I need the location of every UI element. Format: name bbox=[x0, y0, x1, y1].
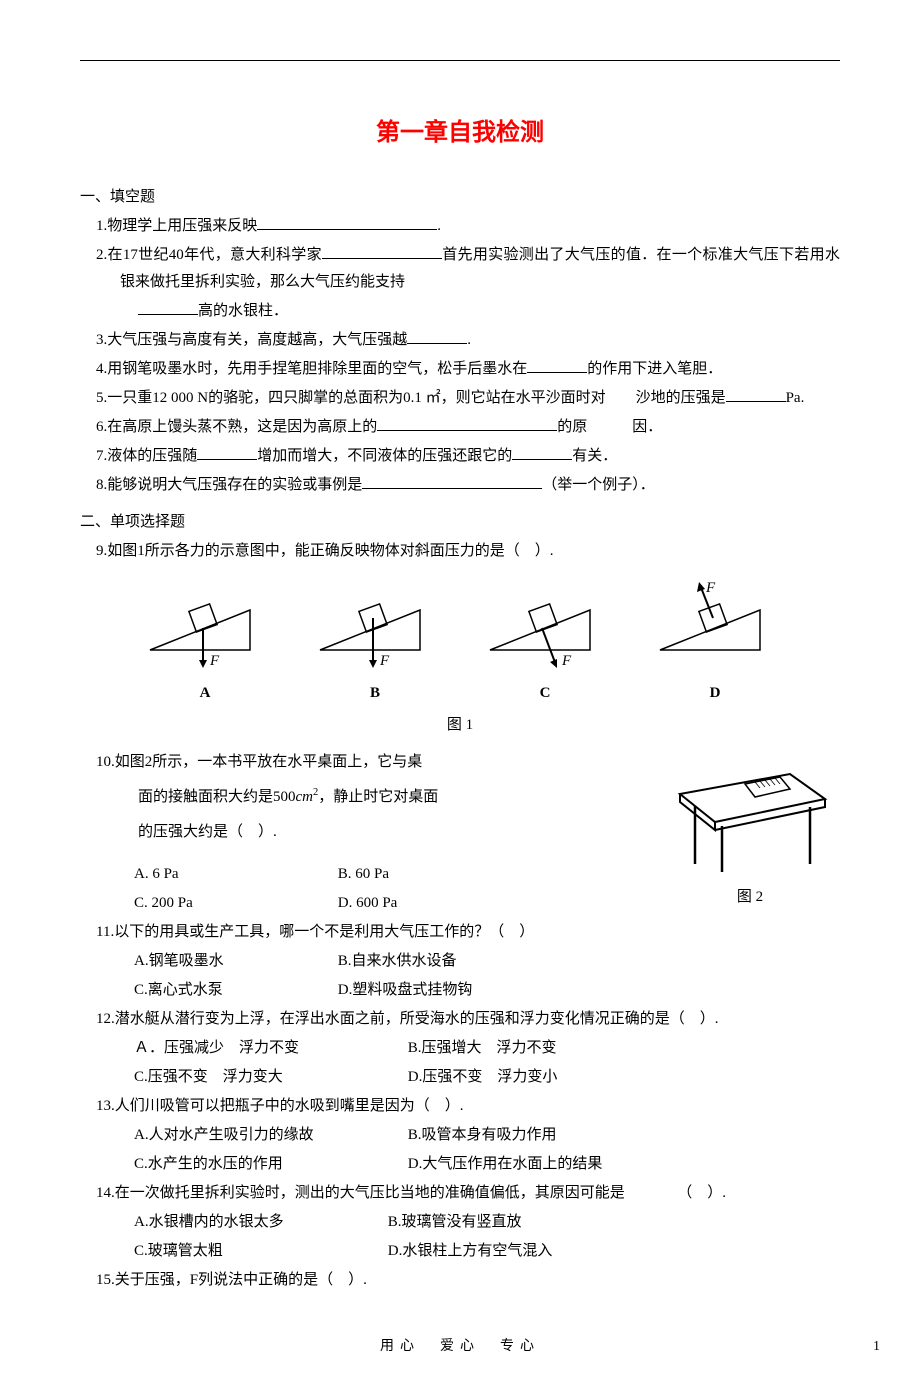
question-11: 11.以下的用具或生产工具，哪一个不是利用大气压工作的？（ ） bbox=[80, 919, 840, 946]
question-2-cont: 高的水银柱． bbox=[80, 298, 840, 325]
q13-opt-b: B.吸管本身有吸力作用 bbox=[408, 1122, 557, 1149]
figure-1-row: F A F B F C F D bbox=[120, 580, 800, 707]
fig1-a-label: A bbox=[140, 680, 270, 707]
fig1-a: F A bbox=[140, 580, 270, 707]
question-6: 6.在高原上馒头蒸不熟，这是因为高原上的 的原 因． bbox=[80, 414, 840, 441]
section-1-header: 一、填空题 bbox=[80, 184, 840, 211]
fig1-b: F B bbox=[310, 580, 440, 707]
q6-b: 的原 因． bbox=[557, 419, 662, 435]
svg-text:F: F bbox=[209, 653, 220, 669]
q7-b: 增加而增大，不同液体的压强还跟它的 bbox=[257, 448, 512, 464]
fig1-c: F C bbox=[480, 580, 610, 707]
q11-options-row2: C.离心式水泵 D.塑料吸盘式挂物钩 bbox=[80, 977, 840, 1004]
fig2-caption: 图 2 bbox=[660, 884, 840, 911]
q10-opt-c: C. 200 Pa bbox=[134, 890, 284, 917]
fig1-caption: 图 1 bbox=[80, 712, 840, 739]
q1-blank bbox=[257, 215, 437, 230]
q12-opt-d: D.压强不变 浮力变小 bbox=[408, 1064, 558, 1091]
question-10-wrapper: 图 2 10.如图2所示，一本书平放在水平桌面上，它与桌 面的接触面积大约是50… bbox=[80, 749, 840, 919]
q13-opt-d: D.大气压作用在水面上的结果 bbox=[408, 1151, 603, 1178]
question-1: 1.物理学上用压强来反映. bbox=[80, 213, 840, 240]
q2-blank1 bbox=[322, 244, 442, 259]
q12-options-row2: C.压强不变 浮力变大 D.压强不变 浮力变小 bbox=[80, 1064, 840, 1091]
q14-opt-d: D.水银柱上方有空气混入 bbox=[388, 1238, 553, 1265]
q13-opt-c: C.水产生的水压的作用 bbox=[134, 1151, 354, 1178]
q2-blank2 bbox=[138, 300, 198, 315]
q5-b: Pa. bbox=[786, 390, 805, 406]
q10-b: 面的接触面积大约是500 bbox=[138, 789, 296, 805]
fig1-b-label: B bbox=[310, 680, 440, 707]
q12-options-row1: Ａ．压强减少 浮力不变 B.压强增大 浮力不变 bbox=[80, 1035, 840, 1062]
q1-text: 1.物理学上用压强来反映 bbox=[96, 218, 257, 234]
q7-a: 7.液体的压强随 bbox=[96, 448, 197, 464]
q12-opt-a: Ａ．压强减少 浮力不变 bbox=[134, 1035, 354, 1062]
question-13: 13.人们川吸管可以把瓶子中的水吸到嘴里是因为（ ）. bbox=[80, 1093, 840, 1120]
q1-end: . bbox=[437, 218, 441, 234]
section-2-header: 二、单项选择题 bbox=[80, 509, 840, 536]
q11-opt-c: C.离心式水泵 bbox=[134, 977, 284, 1004]
q3-b: . bbox=[467, 332, 471, 348]
q11-options-row1: A.钢笔吸墨水 B.自来水供水设备 bbox=[80, 948, 840, 975]
question-5: 5.一只重12 000 N的骆驼，四只脚掌的总面积为0.1 ㎡，则它站在水平沙面… bbox=[80, 385, 840, 412]
q3-blank bbox=[407, 329, 467, 344]
q13-options-row1: A.人对水产生吸引力的缘故 B.吸管本身有吸力作用 bbox=[80, 1122, 840, 1149]
q2-a: 2.在17世纪40年代，意大利科学家 bbox=[96, 247, 322, 263]
q10-opt-a: A. 6 Pa bbox=[134, 861, 284, 888]
q11-opt-b: B.自来水供水设备 bbox=[338, 948, 457, 975]
question-9: 9.如图1所示各力的示意图中，能正确反映物体对斜面压力的是（ ）. bbox=[80, 538, 840, 565]
chapter-title: 第一章自我检测 bbox=[80, 111, 840, 154]
q13-options-row2: C.水产生的水压的作用 D.大气压作用在水面上的结果 bbox=[80, 1151, 840, 1178]
svg-text:F: F bbox=[379, 653, 390, 669]
q5-a: 5.一只重12 000 N的骆驼，四只脚掌的总面积为0.1 ㎡，则它站在水平沙面… bbox=[96, 390, 726, 406]
q4-b: 的作用下进入笔胆． bbox=[587, 361, 722, 377]
question-3: 3.大气压强与高度有关，高度越高，大气压强越. bbox=[80, 327, 840, 354]
q8-b: （举一个例子）． bbox=[542, 477, 655, 493]
q14-opt-c: C.玻璃管太粗 bbox=[134, 1238, 334, 1265]
q4-blank bbox=[527, 358, 587, 373]
top-divider bbox=[80, 60, 840, 61]
q7-c: 有关． bbox=[572, 448, 617, 464]
question-12: 12.潜水艇从潜行变为上浮，在浮出水面之前，所受海水的压强和浮力变化情况正确的是… bbox=[80, 1006, 840, 1033]
fig1-d-label: D bbox=[650, 680, 780, 707]
footer-text: 用心 爱心 专心 bbox=[380, 1339, 540, 1354]
q4-a: 4.用钢笔吸墨水时，先用手捏笔胆排除里面的空气，松手后墨水在 bbox=[96, 361, 527, 377]
q7-blank1 bbox=[197, 445, 257, 460]
q10-b3: ，静止时它对桌面 bbox=[318, 789, 438, 805]
question-2: 2.在17世纪40年代，意大利科学家首先用实验测出了大气压的值．在一个标准大气压… bbox=[80, 242, 840, 296]
q5-blank bbox=[726, 387, 786, 402]
question-7: 7.液体的压强随 增加而增大，不同液体的压强还跟它的 有关． bbox=[80, 443, 840, 470]
fig1-c-label: C bbox=[480, 680, 610, 707]
q10-opt-d: D. 600 Pa bbox=[338, 890, 398, 917]
footer: 用心 爱心 专心 1 bbox=[80, 1334, 840, 1359]
q10-cm: cm bbox=[296, 789, 314, 805]
q14-opt-a: A.水银槽内的水银太多 bbox=[134, 1209, 334, 1236]
svg-text:F: F bbox=[561, 653, 572, 669]
figure-2: 图 2 bbox=[660, 744, 840, 911]
q14-opt-b: B.玻璃管没有竖直放 bbox=[388, 1209, 522, 1236]
q11-opt-d: D.塑料吸盘式挂物钩 bbox=[338, 977, 473, 1004]
q6-a: 6.在高原上馒头蒸不熟，这是因为高原上的 bbox=[96, 419, 377, 435]
question-14: 14.在一次做托里拆利实验时，测出的大气压比当地的准确值偏低，其原因可能是 （ … bbox=[80, 1180, 840, 1207]
q8-blank bbox=[362, 474, 542, 489]
question-4: 4.用钢笔吸墨水时，先用手捏笔胆排除里面的空气，松手后墨水在 的作用下进入笔胆． bbox=[80, 356, 840, 383]
q8-a: 8.能够说明大气压强存在的实验或事例是 bbox=[96, 477, 362, 493]
page-number: 1 bbox=[873, 1334, 880, 1359]
q11-opt-a: A.钢笔吸墨水 bbox=[134, 948, 284, 975]
q10-opt-b: B. 60 Pa bbox=[338, 861, 389, 888]
q14-options-row1: A.水银槽内的水银太多 B.玻璃管没有竖直放 bbox=[80, 1209, 840, 1236]
q14-options-row2: C.玻璃管太粗 D.水银柱上方有空气混入 bbox=[80, 1238, 840, 1265]
q6-blank bbox=[377, 416, 557, 431]
q2-c: 高的水银柱． bbox=[198, 303, 288, 319]
q7-blank2 bbox=[512, 445, 572, 460]
q12-opt-c: C.压强不变 浮力变大 bbox=[134, 1064, 354, 1091]
fig1-d: F D bbox=[650, 580, 780, 707]
q12-opt-b: B.压强增大 浮力不变 bbox=[408, 1035, 557, 1062]
question-15: 15.关于压强，F列说法中正确的是（ ）. bbox=[80, 1267, 840, 1294]
question-8: 8.能够说明大气压强存在的实验或事例是 （举一个例子）． bbox=[80, 472, 840, 499]
q13-opt-a: A.人对水产生吸引力的缘故 bbox=[134, 1122, 354, 1149]
svg-text:F: F bbox=[705, 580, 716, 596]
q3-a: 3.大气压强与高度有关，高度越高，大气压强越 bbox=[96, 332, 407, 348]
